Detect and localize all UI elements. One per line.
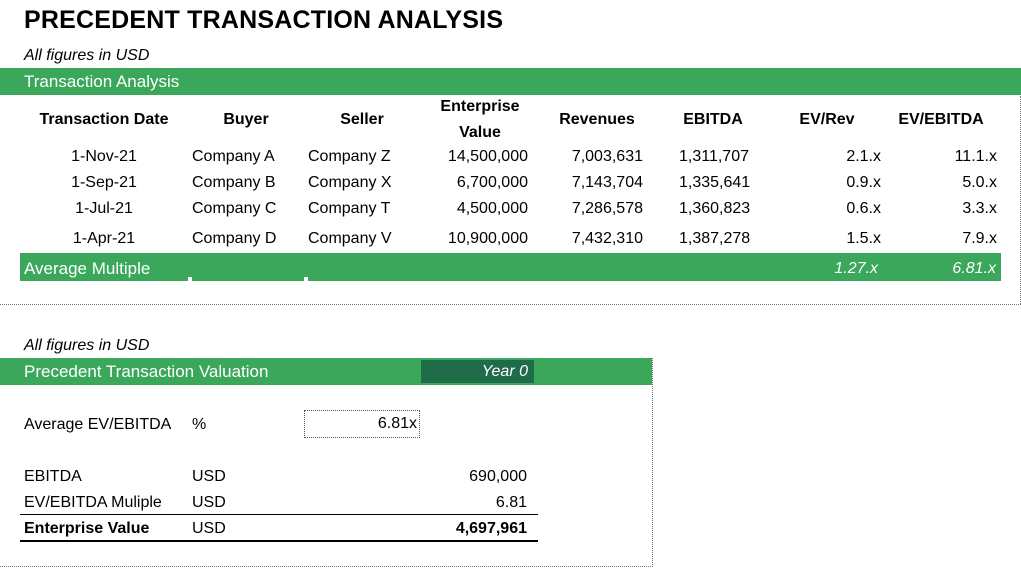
average-ev-ebitda-value: 6.81x bbox=[377, 415, 417, 432]
valuation-label: Precedent Transaction Valuation bbox=[24, 362, 269, 381]
cell-ev-ebitda: 7.9.x bbox=[962, 230, 997, 247]
cell-ev-rev: 0.6.x bbox=[846, 200, 881, 217]
cell-seller: Company T bbox=[308, 200, 391, 217]
cell-enterprise-value: 6,700,000 bbox=[456, 174, 528, 191]
average-multiple-row bbox=[20, 253, 1001, 281]
average-ev-rev: 1.27.x bbox=[834, 260, 878, 277]
ebitda-label: EBITDA bbox=[24, 468, 82, 485]
cell-ev-ebitda: 3.3.x bbox=[962, 200, 997, 217]
header-ev-rev: EV/Rev bbox=[799, 111, 855, 128]
enterprise-value-unit: USD bbox=[192, 520, 226, 537]
cell-buyer: Company C bbox=[192, 200, 277, 217]
cell-buyer: Company D bbox=[192, 230, 277, 247]
cell-buyer: Company B bbox=[192, 174, 276, 191]
cell-date: 1-Nov-21 bbox=[71, 148, 137, 165]
cell-ebitda: 1,360,823 bbox=[679, 200, 751, 217]
cell-ebitda: 1,311,707 bbox=[679, 148, 749, 165]
header-enterprise-value-2: Value bbox=[459, 124, 501, 141]
cell-ebitda: 1,335,641 bbox=[679, 174, 751, 191]
header-buyer: Buyer bbox=[223, 111, 269, 128]
cell-ev-ebitda: 5.0.x bbox=[962, 174, 997, 191]
year-0-label: Year 0 bbox=[481, 363, 528, 380]
header-revenues: Revenues bbox=[559, 111, 635, 128]
cell-date: 1-Jul-21 bbox=[75, 200, 133, 217]
header-seller: Seller bbox=[340, 111, 384, 128]
cell-enterprise-value: 10,900,000 bbox=[447, 230, 528, 247]
valuation-header: Precedent Transaction Valuation bbox=[0, 358, 652, 385]
average-ev-ebitda-label: Average EV/EBITDA bbox=[24, 416, 172, 433]
ebitda-value: 690,000 bbox=[469, 468, 527, 485]
cell-revenues: 7,143,704 bbox=[571, 174, 643, 191]
year-0-header: Year 0 bbox=[421, 360, 534, 383]
total-bottom-border bbox=[20, 540, 538, 542]
cell-ev-rev: 1.5.x bbox=[846, 230, 881, 247]
cell-revenues: 7,432,310 bbox=[571, 230, 643, 247]
valuation-section bbox=[0, 358, 653, 567]
enterprise-value-label: Enterprise Value bbox=[24, 520, 150, 537]
transaction-analysis-header: Transaction Analysis bbox=[0, 68, 1021, 95]
average-multiple-label: Average Multiple bbox=[24, 259, 151, 278]
cell-ev-ebitda: 11.1.x bbox=[954, 148, 997, 165]
cell-date: 1-Apr-21 bbox=[72, 230, 136, 247]
transaction-analysis-label: Transaction Analysis bbox=[24, 72, 180, 91]
total-top-border bbox=[20, 514, 538, 515]
header-ev-ebitda: EV/EBITDA bbox=[898, 111, 984, 128]
cell-revenues: 7,286,578 bbox=[571, 200, 643, 217]
average-ev-ebitda-input[interactable]: 6.81x bbox=[304, 410, 420, 438]
cell-ev-rev: 0.9.x bbox=[846, 174, 881, 191]
cell-date: 1-Sep-21 bbox=[71, 174, 137, 191]
cell-seller: Company Z bbox=[308, 148, 391, 165]
average-ev-ebitda: 6.81.x bbox=[952, 260, 996, 277]
currency-note-valuation: All figures in USD bbox=[24, 337, 150, 354]
currency-note: All figures in USD bbox=[24, 47, 150, 64]
cell-seller: Company X bbox=[308, 174, 392, 191]
cell-revenues: 7,003,631 bbox=[571, 148, 643, 165]
page-title: PRECEDENT TRANSACTION ANALYSIS bbox=[24, 6, 504, 34]
ev-ebitda-multiple-label: EV/EBITDA Muliple bbox=[24, 494, 162, 511]
enterprise-value-total: 4,697,961 bbox=[455, 520, 527, 537]
ev-ebitda-multiple-unit: USD bbox=[192, 494, 226, 511]
average-ev-ebitda-unit: % bbox=[192, 416, 207, 433]
cell-buyer: Company A bbox=[192, 148, 275, 165]
cell-seller: Company V bbox=[308, 230, 392, 247]
cell-enterprise-value: 14,500,000 bbox=[447, 148, 528, 165]
cell-ev-rev: 2.1.x bbox=[846, 148, 881, 165]
ebitda-unit: USD bbox=[192, 468, 226, 485]
header-enterprise-value-1: Enterprise bbox=[440, 98, 520, 115]
header-transaction-date: Transaction Date bbox=[39, 111, 169, 128]
ev-ebitda-multiple-value: 6.81 bbox=[495, 494, 527, 511]
cell-enterprise-value: 4,500,000 bbox=[456, 200, 528, 217]
header-ebitda: EBITDA bbox=[683, 111, 743, 128]
cell-ebitda: 1,387,278 bbox=[679, 230, 751, 247]
